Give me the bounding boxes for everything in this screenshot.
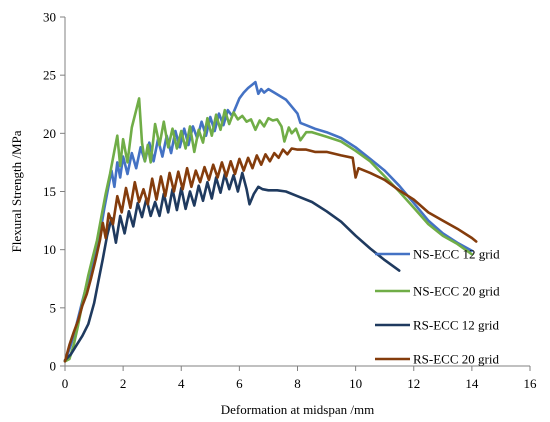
y-tick-label: 25 <box>43 68 56 83</box>
y-tick-label: 15 <box>43 184 56 199</box>
x-tick-label: 2 <box>120 376 127 391</box>
legend-label: RS-ECC 12 grid <box>413 318 499 333</box>
y-tick-label: 30 <box>43 10 56 25</box>
y-tick-label: 10 <box>43 242 56 257</box>
series-line-4 <box>63 147 478 363</box>
y-tick-label: 0 <box>50 359 57 374</box>
y-tick-label: 5 <box>50 300 57 315</box>
x-axis-title: Deformation at midspan /mm <box>221 402 374 417</box>
x-tick-label: 0 <box>62 376 69 391</box>
x-tick-label: 4 <box>178 376 185 391</box>
legend-entry-2: NS-ECC 20 grid <box>375 284 500 299</box>
x-tick-label: 14 <box>465 376 479 391</box>
series-line-3 <box>63 171 401 362</box>
legend: NS-ECC 12 grid NS-ECC 20 grid RS-ECC 12 gr… <box>375 247 500 367</box>
legend-entry-4: RS-ECC 20 grid <box>375 352 499 367</box>
legend-label: RS-ECC 20 grid <box>413 352 499 367</box>
series-layer <box>63 80 478 363</box>
legend-label: NS-ECC 12 grid <box>413 247 500 262</box>
series-line-1 <box>63 80 474 363</box>
legend-entry-1: NS-ECC 12 grid <box>375 247 500 262</box>
series-line-2 <box>63 97 474 363</box>
y-tick-label: 20 <box>43 126 56 141</box>
legend-label: NS-ECC 20 grid <box>413 284 500 299</box>
x-tick-label: 16 <box>524 376 538 391</box>
x-tick-label: 12 <box>407 376 420 391</box>
x-tick-label: 6 <box>236 376 243 391</box>
plot-area: 0 5 10 15 20 25 30 0 2 4 6 8 10 12 14 16 <box>43 10 537 392</box>
x-tick-label: 10 <box>349 376 362 391</box>
legend-entry-3: RS-ECC 12 grid <box>375 318 499 333</box>
x-tick-label: 8 <box>294 376 301 391</box>
y-axis-title: Flexural Strength /MPa <box>9 130 24 252</box>
